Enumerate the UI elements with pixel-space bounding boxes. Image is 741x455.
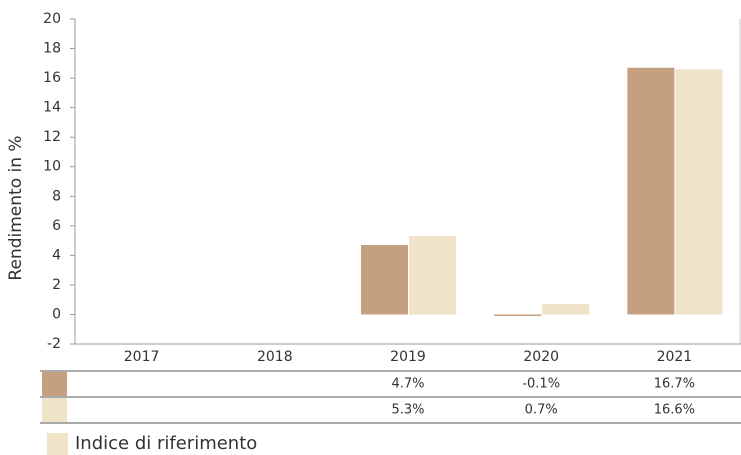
data-label: 5.3% [391, 403, 424, 418]
y-tick-label: 18 [43, 41, 61, 57]
y-tick-label: 0 [52, 306, 61, 322]
bar [542, 304, 590, 315]
y-tick-label: 12 [43, 129, 61, 145]
x-tick-label: 2017 [124, 349, 160, 365]
bar [494, 314, 542, 316]
x-tick-label: 2021 [657, 349, 693, 365]
legend-label: Indice di riferimento [75, 433, 257, 454]
bar [627, 67, 675, 315]
y-tick-label: 14 [43, 100, 61, 116]
data-label: 16.7% [654, 377, 695, 392]
table-swatch [42, 372, 67, 396]
y-tick-label: 16 [43, 70, 61, 86]
x-tick-label: 2018 [257, 349, 293, 365]
data-label: 4.7% [391, 377, 424, 392]
y-tick-label: 2 [52, 277, 61, 293]
y-tick-label: 6 [52, 218, 61, 234]
y-axis-label: Rendimento in % [6, 135, 26, 280]
data-label: 16.6% [654, 403, 695, 418]
y-tick-label: -2 [47, 336, 61, 352]
y-tick-label: 4 [52, 247, 61, 263]
legend-swatch [47, 433, 68, 455]
bar [409, 236, 456, 315]
bar [361, 245, 408, 315]
y-tick-label: 20 [43, 11, 61, 27]
data-label: 0.7% [525, 403, 558, 418]
table-swatch [42, 398, 67, 422]
x-tick-label: 2020 [523, 349, 559, 365]
y-tick-label: 10 [43, 159, 61, 175]
data-label: -0.1% [522, 377, 560, 392]
bar [675, 69, 723, 315]
x-tick-label: 2019 [390, 349, 426, 365]
y-tick-label: 8 [52, 188, 61, 204]
